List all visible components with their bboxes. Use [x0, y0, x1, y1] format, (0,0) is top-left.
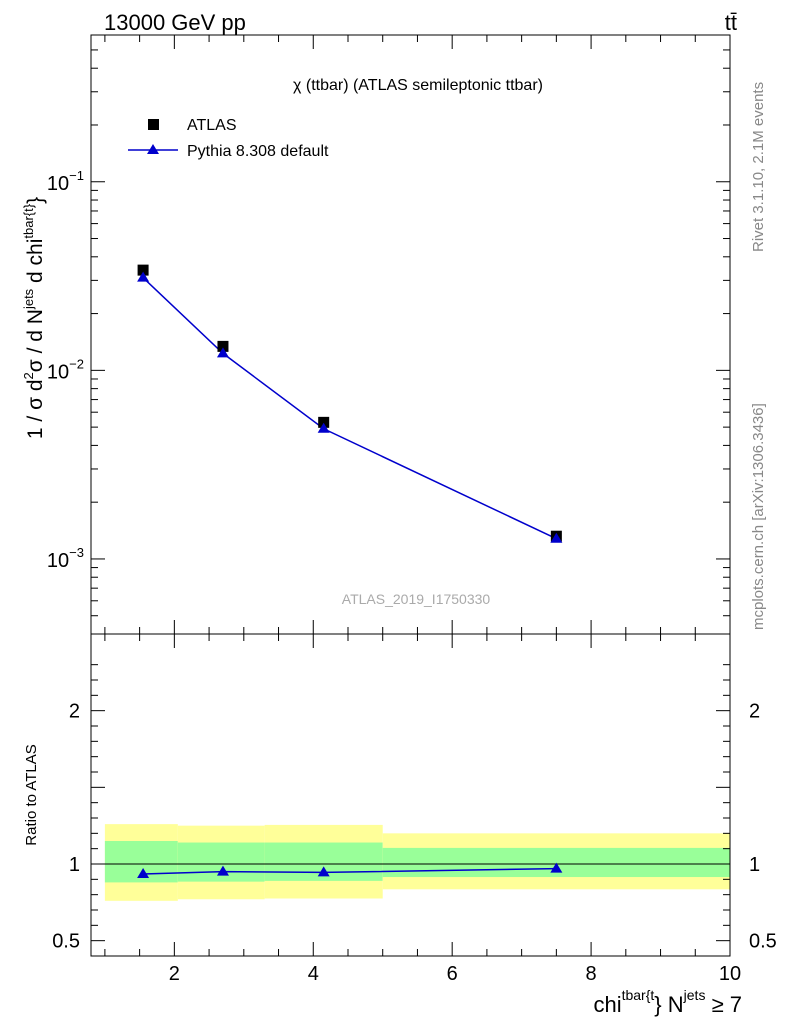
ratio-line [143, 867, 557, 875]
main-y-tick-label: 10−3 [47, 545, 84, 572]
tick-exponent: −1 [69, 168, 84, 183]
ratio-x-tick-label: 6 [447, 963, 458, 985]
ratio-x-tick-label: 4 [308, 963, 319, 985]
main-y-tick-label: 10−2 [47, 356, 84, 383]
xlabel-part-tail: ≥ 7 [705, 992, 742, 1017]
tick-base: 10 [47, 550, 69, 572]
analysis-watermark: ATLAS_2019_I1750330 [342, 591, 491, 607]
process-label: tt̄ [725, 10, 737, 35]
ylabel-part-main: 1 / σ d [24, 379, 47, 439]
rivet-label: Rivet 3.1.10, 2.1M events [750, 82, 767, 252]
tick-base: 10 [47, 361, 69, 383]
ratio-y-tick-labels-right: 0.5 1 2 [749, 701, 777, 953]
xlabel-part-main: chi [593, 992, 621, 1017]
x-axis-label: chitbar{t} Njets ≥ 7 [593, 987, 742, 1017]
main-series [137, 264, 563, 543]
xlabel-part-mid: } N [654, 992, 683, 1017]
ratio-x-tick-label: 2 [169, 963, 180, 985]
main-y-tick-labels: 10−110−210−3 [47, 168, 84, 572]
tick-base: 10 [47, 173, 69, 195]
ratio-uncertainty-bands [104, 824, 730, 901]
ratio-panel: 0.5 1 2 0.5 1 2 2 4 6 8 10 Ratio to ATLAS chitba… [23, 633, 777, 1017]
legend: ATLAS Pythia 8.308 default [128, 117, 329, 160]
ratio-y-tick-labels: 0.5 1 2 [52, 701, 80, 953]
legend-label-atlas: ATLAS [187, 117, 237, 134]
pythia-point [317, 422, 330, 433]
ratio-x-tick-label: 10 [719, 963, 741, 985]
ratio-point [550, 862, 563, 873]
ratio-point [137, 867, 150, 878]
atlas-point [318, 416, 330, 428]
ratio-point [317, 866, 330, 877]
energy-label: 13000 GeV pp [104, 10, 246, 35]
ratio-y-tick-label: 1 [69, 854, 80, 876]
pythia-line [142, 277, 557, 540]
ylabel-part-tail: d chi [24, 239, 47, 289]
ylabel-sup-3: tbar{t} [21, 203, 36, 238]
atlas-point [217, 340, 229, 352]
pythia-point [550, 532, 563, 543]
main-panel: 10−110−210−3 χ (ttbar) (ATLAS semilepton… [21, 34, 731, 635]
plot-title: χ (ttbar) (ATLAS semileptonic ttbar) [293, 77, 543, 94]
ratio-axis-ticks [91, 634, 731, 956]
mcplots-label: mcplots.cern.ch [arXiv:1306.3436] [750, 403, 767, 630]
inner-uncertainty-band [177, 842, 265, 882]
ratio-plot-frame [90, 633, 731, 957]
pythia-point [216, 347, 229, 358]
ratio-y-axis-label: Ratio to ATLAS [23, 744, 40, 845]
ylabel-sup-1: 2 [21, 372, 36, 379]
main-y-tick-label: 10−1 [47, 168, 84, 195]
ratio-y-tick-label-right: 2 [749, 701, 760, 723]
legend-marker-atlas [148, 119, 159, 130]
main-axis-ticks [91, 35, 731, 635]
legend-label-pythia: Pythia 8.308 default [187, 143, 329, 160]
ratio-x-tick-label: 8 [586, 963, 597, 985]
legend-marker-pythia [147, 144, 159, 154]
ratio-y-tick-label-right: 0.5 [749, 931, 777, 953]
tick-exponent: −3 [69, 545, 84, 560]
ratio-y-tick-label: 0.5 [52, 931, 80, 953]
ratio-y-tick-label-right: 1 [749, 854, 760, 876]
ratio-series [137, 862, 563, 878]
ylabel-part-mid: σ / d N [24, 309, 47, 372]
xlabel-sup-2: jets [683, 987, 706, 1003]
atlas-point [137, 264, 149, 276]
ylabel-sup-2: jets [21, 288, 36, 310]
ylabel-part-close: } [24, 197, 47, 204]
pythia-point [137, 271, 150, 282]
tick-exponent: −2 [69, 356, 84, 371]
inner-uncertainty-band [382, 847, 730, 878]
xlabel-sup-1: tbar{t [622, 987, 655, 1003]
ratio-y-tick-label: 2 [69, 701, 80, 723]
ratio-point [216, 865, 229, 876]
ratio-x-tick-labels: 2 4 6 8 10 [169, 963, 741, 985]
main-y-axis-label: 1 / σ d2σ / d Njets d chitbar{t}} [21, 197, 47, 439]
